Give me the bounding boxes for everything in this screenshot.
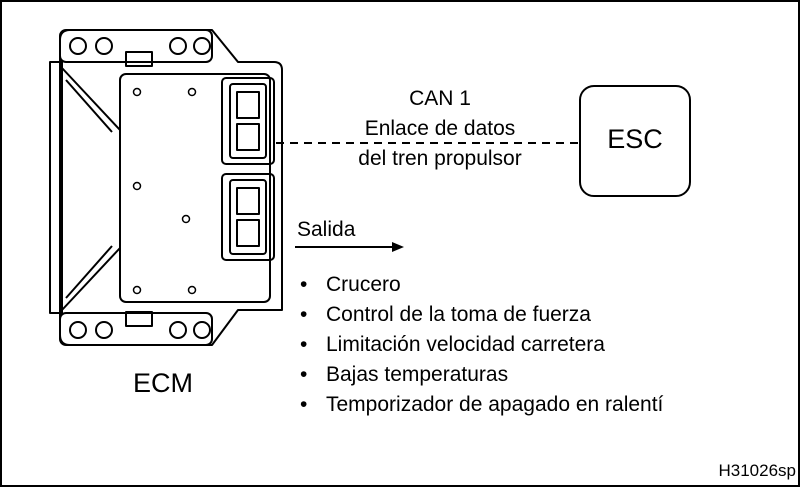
esc-module-box <box>579 85 691 197</box>
ecm-board-screws <box>132 87 197 295</box>
ecm-mounting-holes <box>69 37 211 339</box>
ecm-connector-lower <box>221 173 275 261</box>
can-link-description-1: Enlace de datos <box>364 117 516 140</box>
ecm-connector-upper <box>221 77 275 165</box>
ecm-label: ECM <box>133 368 193 398</box>
can-link-name: CAN 1 <box>409 87 471 110</box>
ecm-module-body <box>49 29 283 346</box>
esc-label: ESC <box>607 124 663 154</box>
can-link-description-2: del tren propulsor <box>358 147 522 170</box>
output-item: • Bajas temperaturas <box>300 363 509 386</box>
figure-code: H31026sp <box>718 461 796 480</box>
output-item: • Control de la toma de fuerza <box>300 303 591 326</box>
output-heading: Salida <box>297 218 356 241</box>
output-item: • Limitación velocidad carretera <box>300 333 605 356</box>
output-item: • Crucero <box>300 273 401 296</box>
output-arrow-head <box>392 242 404 252</box>
output-list: • Crucero • Control de la toma de fuerza •… <box>300 270 663 420</box>
output-item: • Temporizador de apagado en ralentí <box>300 393 664 416</box>
